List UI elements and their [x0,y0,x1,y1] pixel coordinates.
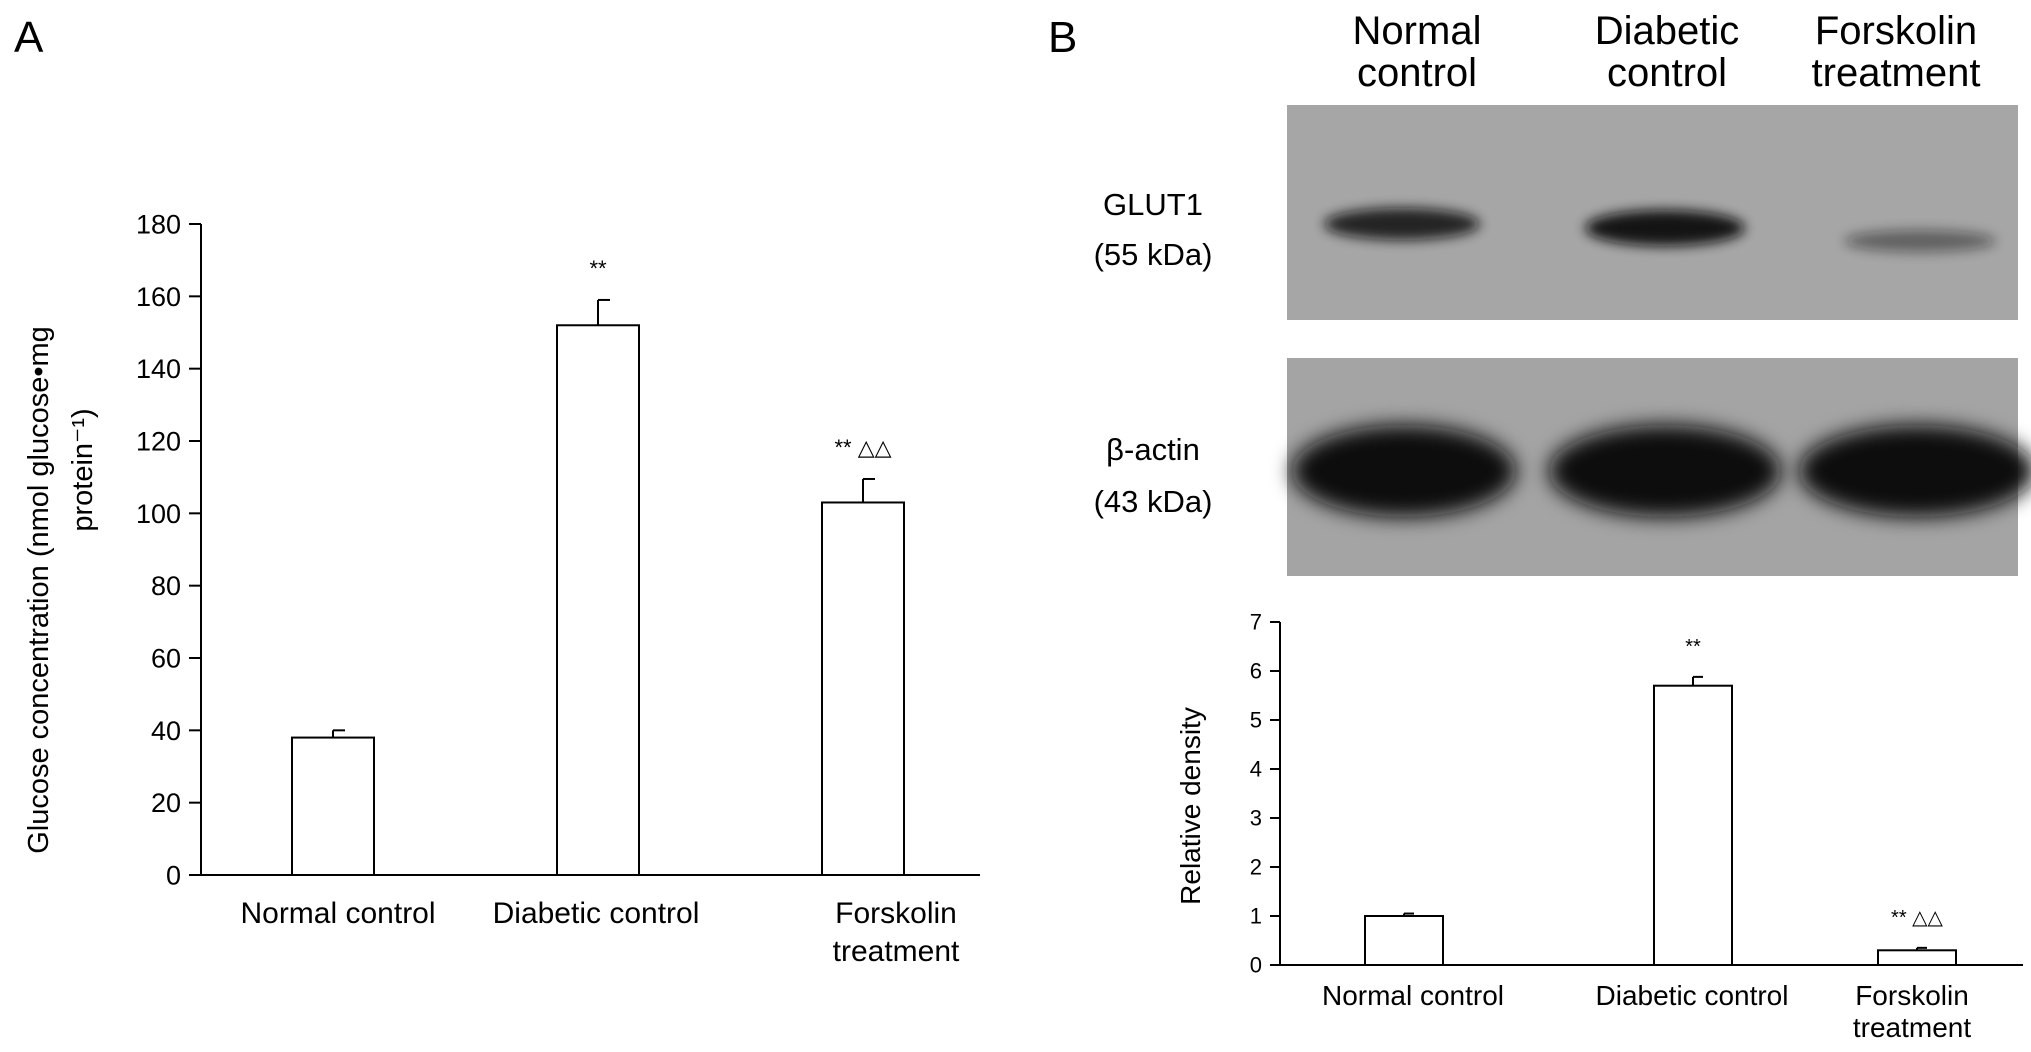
panel-a-significance-label: ** [589,256,607,281]
panel-a-y-axis-label: Glucose concentration (nmol glucose•mg p… [23,326,99,854]
panel-b-y-tick-label: 1 [1250,904,1262,929]
panel-a-y-tick-label: 120 [136,426,181,456]
panel-a-y-tick-label: 40 [151,716,181,746]
panel-a-bar [556,324,640,876]
panel-b-y-tick-label: 2 [1250,855,1262,880]
panel-b-category-label: Normal control [1322,980,1504,1011]
glut1-band [1585,210,1745,246]
panel-b-bar [1653,684,1733,966]
panel-b-category-label: Diabetic control [1596,980,1789,1011]
panel-b-letter: B [1048,13,1077,62]
panel-b-significance-label: ** [1685,636,1701,658]
panel-b-significance-label: ** △△ [1891,907,1944,929]
panel-b-y-tick-label: 5 [1250,708,1262,733]
blot-column-header: Forskolin [1815,9,1977,53]
relative-density-bar-chart: Relative density 0 1 2 3 4 5 6 7 Normal control *… [1175,610,2023,1043]
panel-a-bar [291,736,375,876]
actin-band [1549,425,1781,517]
panel-a-category-label: Normal control [240,897,435,930]
panel-b-y-tick-label: 4 [1250,757,1262,782]
glut1-band [1324,208,1480,240]
panel-a-category-label: Forskolin [835,897,957,930]
actin-band [1799,425,2031,517]
glut1-row-kda: (55 kDa) [1094,237,1213,272]
panel-a-y-tick-label: 20 [151,788,181,818]
panel-b-y-tick-label: 6 [1250,659,1262,684]
panel-b-bar [1364,915,1444,966]
panel-a-y-tick-label: 80 [151,571,181,601]
blot-column-header: control [1357,51,1477,95]
panel-a-y-tick-label: 180 [136,209,181,239]
panel-a-y-tick-label: 0 [166,860,181,890]
blot-column-header: Normal [1353,9,1482,53]
panel-a-category-label: treatment [833,935,960,968]
panel-b-y-tick-label: 7 [1250,610,1262,635]
panel-a-bar [821,501,905,876]
panel-a-y-tick-label: 60 [151,643,181,673]
glut1-band [1844,230,1996,252]
actin-row-label: β-actin [1106,432,1200,467]
panel-a-significance-label: ** △△ [834,435,891,460]
blot-column-header: treatment [1812,51,1981,95]
panel-b-y-axis-label: Relative density [1175,707,1206,905]
glut1-row-label: GLUT1 [1103,187,1203,222]
actin-row-kda: (43 kDa) [1094,484,1213,519]
blot-column-header: control [1607,51,1727,95]
panel-b-y-tick-label: 0 [1250,953,1262,978]
panel-b-y-tick-label: 3 [1250,806,1262,831]
glucose-bar-chart: Glucose concentration (nmol glucose•mg p… [23,209,980,968]
blot-column-header: Diabetic [1595,9,1740,53]
panel-a-category-label: Diabetic control [493,897,700,930]
actin-band [1292,425,1516,517]
panel-b-category-label: Forskolin [1855,980,1969,1011]
panel-a-ylabel-line2: protein⁻¹) [67,408,99,531]
panel-b-bar [1877,949,1957,966]
panel-a-y-tick-label: 100 [136,499,181,529]
western-blot: NormalcontrolDiabeticcontrolForskolintre… [1094,9,2031,576]
panel-a-letter: A [14,13,44,62]
panel-a-y-tick-label: 140 [136,354,181,384]
panel-b-category-label: treatment [1853,1012,1971,1043]
panel-a-ylabel-line1: Glucose concentration (nmol glucose•mg [23,326,55,854]
panel-a-y-tick-label: 160 [136,282,181,312]
